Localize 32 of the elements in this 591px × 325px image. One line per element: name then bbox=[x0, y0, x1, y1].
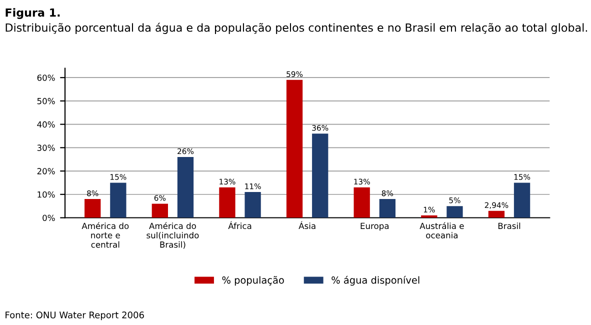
bar bbox=[244, 192, 261, 218]
y-tick-label: 0% bbox=[42, 214, 55, 222]
bar bbox=[354, 187, 370, 218]
x-tick-label: Austrália e oceania bbox=[420, 222, 464, 238]
x-tick-label: Europa bbox=[360, 222, 389, 231]
y-tick-label: 40% bbox=[37, 121, 55, 128]
bar bbox=[152, 204, 168, 218]
bar bbox=[514, 182, 530, 218]
x-tick-label: Brasil bbox=[498, 222, 520, 230]
chart-title: Figura 1. bbox=[6, 8, 60, 19]
bar bbox=[286, 80, 303, 218]
bar bbox=[84, 199, 101, 218]
bar bbox=[488, 210, 505, 218]
legend-label: % população bbox=[222, 276, 284, 286]
y-tick-label: 10% bbox=[38, 191, 55, 198]
bar bbox=[177, 157, 194, 218]
bar bbox=[312, 134, 328, 218]
bar bbox=[110, 182, 126, 218]
chart-subtitle: Distribuição porcentual da água e da população pelos continentes e no Brasil em relação ao total global. bbox=[6, 22, 588, 34]
y-tick-label: 50% bbox=[37, 98, 55, 104]
y-tick-label: 30% bbox=[37, 144, 55, 151]
bar bbox=[219, 187, 236, 218]
x-tick-label: África bbox=[228, 221, 252, 230]
legend-label: % água disponível bbox=[332, 276, 420, 286]
x-tick-label: América do norte e central bbox=[82, 222, 129, 248]
y-tick-label: 60% bbox=[37, 74, 55, 81]
source-note: Fonte: ONU Water Report 2006 bbox=[6, 312, 144, 320]
bar bbox=[446, 206, 463, 218]
x-tick-label: Ásia bbox=[298, 221, 316, 230]
x-tick-label: América do sul(incluindo Brasil) bbox=[146, 222, 199, 249]
y-tick-label: 20% bbox=[37, 168, 55, 174]
bar bbox=[379, 199, 396, 218]
